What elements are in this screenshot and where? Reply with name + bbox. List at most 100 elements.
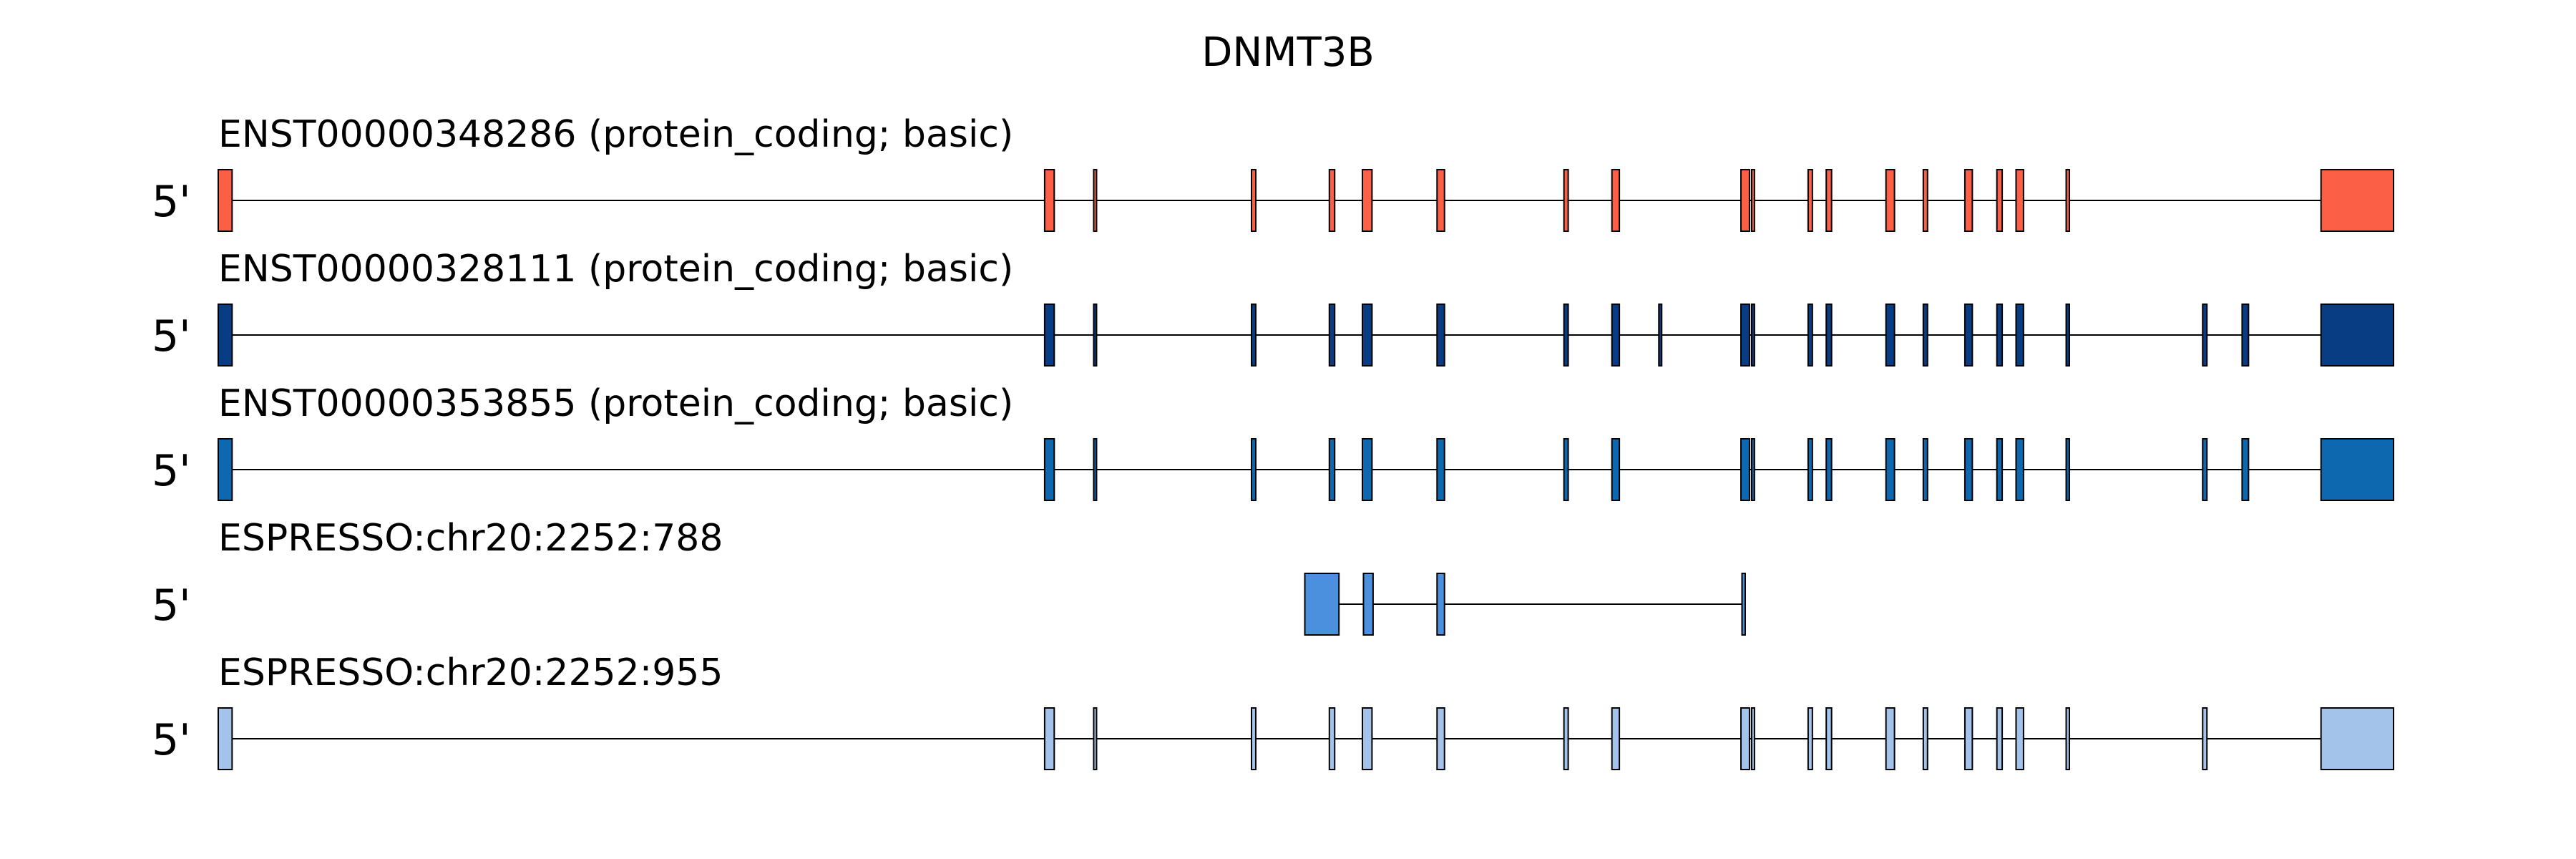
transcript-tracks: ENST00000348286 (protein_coding; basic) 5…: [152, 113, 2395, 770]
exon-box: [1251, 707, 1257, 770]
exon-box: [2241, 304, 2250, 367]
exon-box: [2065, 304, 2070, 367]
exon-box: [1750, 438, 1755, 501]
transcript-label: ENST00000328111 (protein_coding; basic): [218, 248, 1013, 291]
exon-box: [1750, 304, 1755, 367]
exon-box: [2320, 304, 2395, 367]
exon-box: [1436, 304, 1445, 367]
exon-box: [1361, 707, 1373, 770]
exon-box: [2015, 169, 2024, 232]
exon-box: [1043, 169, 1055, 232]
exon-box: [2065, 438, 2070, 501]
exon-box: [1361, 304, 1373, 367]
transcript-track: ENST00000348286 (protein_coding; basic) 5…: [152, 113, 2395, 232]
exon-box: [1658, 304, 1663, 367]
exon-box: [2202, 707, 2208, 770]
exon-box: [1963, 438, 1974, 501]
exon-box: [1611, 304, 1621, 367]
exon-box: [1043, 304, 1055, 367]
exon-box: [1996, 169, 2004, 232]
exon-box: [1611, 438, 1621, 501]
strand-label: 5': [152, 177, 191, 227]
exon-box: [2065, 169, 2070, 232]
exon-box: [1093, 707, 1098, 770]
exon-box: [1885, 169, 1896, 232]
exon-box: [1750, 707, 1755, 770]
exon-box: [1563, 169, 1569, 232]
exon-box: [1304, 573, 1340, 636]
exon-box: [1611, 169, 1621, 232]
exon-box: [1251, 304, 1257, 367]
exon-box: [2015, 304, 2024, 367]
exon-box: [1043, 438, 1055, 501]
exon-box: [1563, 707, 1569, 770]
exon-box: [1885, 707, 1896, 770]
exon-box: [1740, 169, 1750, 232]
exon-box: [1740, 438, 1750, 501]
exon-box: [1740, 304, 1750, 367]
transcript-track: ESPRESSO:chr20:2252:788 5': [152, 517, 1746, 636]
transcript-track: ENST00000353855 (protein_coding; basic) 5…: [152, 382, 2395, 501]
exon-box: [1563, 438, 1569, 501]
transcript-track: ESPRESSO:chr20:2252:955 5': [152, 651, 2395, 770]
exon-box: [1741, 573, 1746, 636]
transcript-label: ENST00000348286 (protein_coding; basic): [218, 113, 1013, 156]
exon-box: [1436, 438, 1445, 501]
transcript-label: ESPRESSO:chr20:2252:788: [218, 517, 723, 560]
exon-box: [1611, 707, 1621, 770]
exon-box: [1043, 707, 1055, 770]
exon-box: [1825, 304, 1833, 367]
exon-box: [218, 304, 233, 367]
exon-box: [1885, 304, 1896, 367]
exon-box: [1996, 438, 2004, 501]
exon-box: [1361, 169, 1373, 232]
exon-box: [1328, 304, 1336, 367]
strand-label: 5': [152, 311, 191, 361]
exon-box: [1996, 707, 2004, 770]
exon-box: [1963, 169, 1974, 232]
exon-box: [2320, 438, 2395, 501]
exon-box: [218, 707, 233, 770]
exon-box: [2015, 438, 2024, 501]
exon-box: [1328, 169, 1336, 232]
transcript-label: ENST00000353855 (protein_coding; basic): [218, 382, 1013, 425]
exon-box: [1963, 304, 1974, 367]
exon-box: [1807, 438, 1813, 501]
strand-label: 5': [152, 446, 191, 496]
exon-box: [1963, 707, 1974, 770]
exon-box: [1825, 707, 1833, 770]
exon-box: [1825, 169, 1833, 232]
exon-box: [1436, 169, 1445, 232]
exon-box: [218, 438, 233, 501]
exon-box: [1251, 169, 1257, 232]
exon-box: [2320, 707, 2395, 770]
exon-box: [1436, 707, 1445, 770]
exon-box: [1807, 707, 1813, 770]
exon-box: [2202, 438, 2208, 501]
exon-box: [2241, 438, 2250, 501]
exon-box: [1922, 169, 1928, 232]
exon-box: [218, 169, 233, 232]
exon-box: [2202, 304, 2208, 367]
exon-box: [1996, 304, 2004, 367]
exon-box: [1750, 169, 1755, 232]
exon-box: [1825, 438, 1833, 501]
exon-box: [1807, 304, 1813, 367]
exon-box: [1361, 438, 1373, 501]
exon-box: [1922, 304, 1928, 367]
exon-box: [2320, 169, 2395, 232]
exon-box: [1885, 438, 1896, 501]
exon-box: [2065, 707, 2070, 770]
exon-box: [1807, 169, 1813, 232]
transcript-label: ESPRESSO:chr20:2252:955: [218, 651, 723, 694]
exon-box: [1328, 438, 1336, 501]
exon-box: [1740, 707, 1750, 770]
strand-label: 5': [152, 581, 191, 631]
transcript-track: ENST00000328111 (protein_coding; basic) 5…: [152, 248, 2395, 367]
exon-box: [1328, 707, 1336, 770]
exon-box: [1922, 707, 1928, 770]
strand-label: 5': [152, 715, 191, 765]
exon-box: [1362, 573, 1374, 636]
exon-box: [1251, 438, 1257, 501]
exon-box: [1436, 573, 1445, 636]
